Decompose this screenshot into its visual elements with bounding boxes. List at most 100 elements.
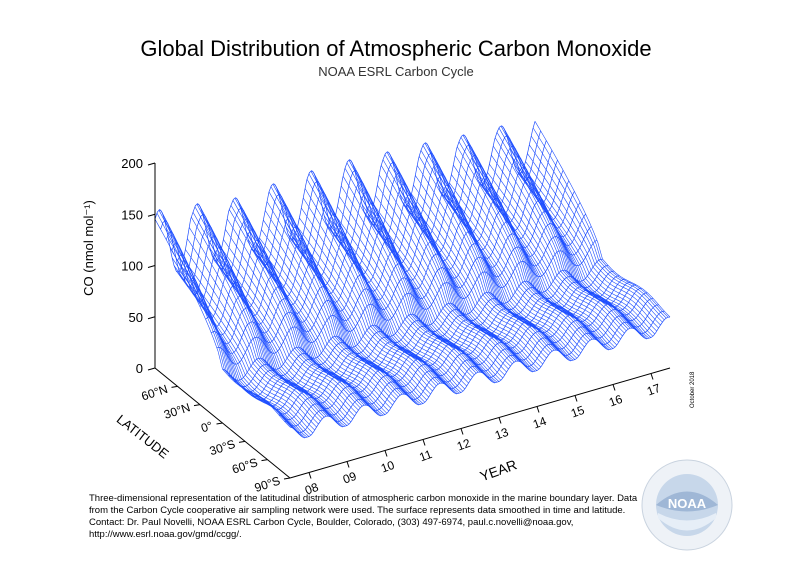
year-tick-label: 10 bbox=[379, 458, 397, 476]
year-tick bbox=[384, 450, 388, 457]
surface-time-line bbox=[413, 184, 549, 356]
surface-time-line bbox=[375, 195, 511, 367]
z-tick bbox=[147, 316, 156, 320]
surface-time-line bbox=[534, 121, 671, 318]
chart-title: Global Distribution of Atmospheric Carbo… bbox=[140, 36, 652, 61]
latitude-tick-label: 30°N bbox=[162, 400, 192, 422]
surface-time-line bbox=[529, 144, 665, 321]
surface-time-line bbox=[261, 229, 397, 400]
surface-time-line bbox=[333, 222, 469, 384]
surface-time-line bbox=[217, 259, 353, 420]
latitude-tick bbox=[283, 477, 291, 480]
latitude-tick-label: 30°S bbox=[208, 437, 237, 458]
latitude-tick-label: 90°S bbox=[253, 474, 282, 495]
year-tick bbox=[612, 384, 616, 391]
surface-time-line bbox=[196, 203, 333, 419]
surface-time-line bbox=[245, 231, 382, 416]
surface-time-line bbox=[397, 186, 534, 372]
surface-time-line bbox=[173, 265, 310, 437]
surface-time-line bbox=[187, 238, 323, 420]
surface-time-line bbox=[475, 174, 612, 350]
surface-time-line bbox=[530, 135, 667, 319]
latitude-tick bbox=[193, 404, 201, 407]
surface-time-line bbox=[485, 178, 621, 340]
surface-time-line bbox=[481, 184, 618, 346]
latitude-tick bbox=[171, 385, 178, 388]
surface-time-line bbox=[445, 193, 581, 354]
year-tick bbox=[650, 373, 654, 380]
surface-time-line bbox=[519, 173, 656, 335]
surface-time-line bbox=[223, 239, 359, 411]
surface-time-line bbox=[213, 259, 350, 425]
surface-time-line bbox=[407, 204, 543, 365]
year-tick bbox=[536, 406, 540, 413]
year-tick bbox=[422, 439, 426, 446]
surface-time-line bbox=[297, 226, 433, 392]
latitude-tick bbox=[261, 459, 268, 462]
y-axis-label: LATITUDE bbox=[114, 411, 172, 461]
year-tick-label: 14 bbox=[531, 414, 549, 432]
surface-time-line bbox=[225, 229, 361, 409]
surface-time-line bbox=[532, 127, 669, 318]
surface-time-line bbox=[264, 210, 401, 396]
z-tick-label: 200 bbox=[121, 156, 143, 171]
z-axis-label: CO (nmol mol⁻¹) bbox=[81, 200, 96, 296]
surface-time-line bbox=[299, 217, 435, 389]
surface-time-line bbox=[487, 172, 623, 337]
year-tick bbox=[308, 472, 312, 479]
surface-time-line bbox=[472, 158, 608, 350]
z-tick-label: 50 bbox=[129, 310, 143, 325]
surface-time-line bbox=[183, 258, 319, 425]
surface-time-line bbox=[177, 272, 314, 434]
surface-time-line bbox=[371, 211, 507, 373]
surface-time-line bbox=[171, 257, 308, 438]
surface-time-line bbox=[513, 163, 650, 339]
surface-time-line bbox=[515, 169, 652, 338]
surface-time-line bbox=[181, 266, 317, 428]
surface-time-line bbox=[238, 201, 374, 411]
surface-time-line bbox=[378, 174, 515, 363]
surface-time-line bbox=[259, 237, 395, 403]
surface-time-line bbox=[168, 238, 304, 438]
year-tick-label: 09 bbox=[341, 469, 359, 487]
latitude-tick bbox=[238, 440, 246, 443]
year-tick-label: 15 bbox=[569, 403, 587, 421]
surface-time-line bbox=[415, 175, 551, 354]
surface-time-line bbox=[215, 261, 352, 423]
surface-time-line bbox=[454, 155, 591, 341]
year-axis-line bbox=[289, 367, 671, 479]
year-tick bbox=[346, 461, 350, 468]
surface-time-line bbox=[525, 161, 661, 326]
surface-time-line bbox=[428, 146, 564, 356]
surface-time-line bbox=[301, 207, 437, 387]
surface-time-line bbox=[185, 249, 321, 422]
surface-lat-line bbox=[289, 316, 671, 439]
year-tick bbox=[460, 428, 464, 435]
surface-time-line bbox=[435, 176, 572, 361]
surface-time-line bbox=[188, 227, 325, 418]
z-tick bbox=[147, 162, 156, 166]
surface-time-line bbox=[434, 167, 570, 361]
surface-time-line bbox=[293, 237, 429, 398]
year-tick-label: 13 bbox=[493, 425, 511, 443]
surface-time-line bbox=[373, 204, 509, 370]
surface-time-line bbox=[329, 228, 466, 390]
surface-time-line bbox=[255, 248, 391, 409]
chart-subtitle: NOAA ESRL Carbon Cycle bbox=[318, 64, 474, 79]
surface-time-line bbox=[169, 248, 306, 438]
surface-time-line bbox=[403, 205, 540, 370]
surface-time-line bbox=[312, 171, 448, 387]
surface-time-line bbox=[253, 250, 390, 412]
surface-time-line bbox=[508, 141, 644, 338]
surface-time-line bbox=[367, 217, 504, 379]
noaa-logo-icon: NOAA bbox=[641, 459, 733, 551]
year-tick-label: 16 bbox=[607, 392, 625, 410]
figure-caption: Three-dimensional representation of the … bbox=[89, 493, 638, 540]
year-tick-label: 11 bbox=[417, 447, 434, 465]
surface-time-line bbox=[492, 145, 629, 330]
latitude-tick-label: 60°S bbox=[230, 455, 259, 476]
surface-time-line bbox=[295, 233, 431, 395]
surface-time-line bbox=[409, 200, 545, 362]
surface-time-line bbox=[396, 177, 532, 372]
surface-time-line bbox=[335, 215, 471, 381]
